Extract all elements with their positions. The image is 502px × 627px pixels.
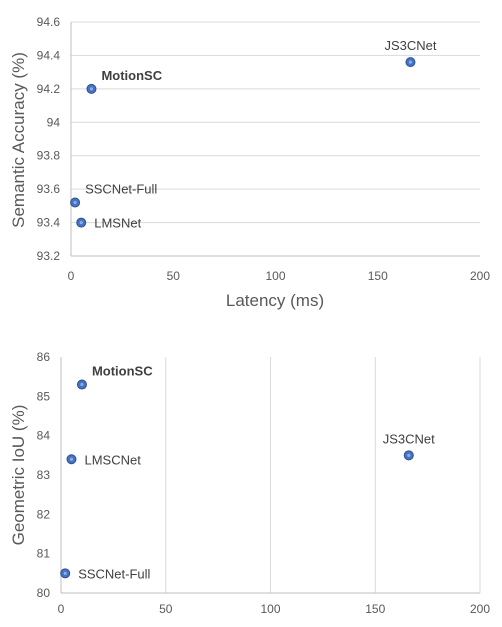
x-tick-label: 50	[167, 269, 181, 283]
data-point-highlight	[73, 200, 77, 205]
y-tick-label: 81	[37, 547, 51, 561]
y-tick-label: 83	[37, 468, 51, 482]
y-axis-title: Semantic Accuracy (%)	[9, 52, 28, 228]
x-tick-label: 0	[58, 602, 65, 616]
point-label: MotionSC	[92, 364, 153, 379]
point-label: JS3CNet	[384, 38, 436, 53]
data-point-highlight	[80, 382, 84, 387]
point-label: JS3CNet	[383, 431, 435, 446]
y-tick-label: 93.4	[37, 216, 61, 230]
y-tick-label: 93.8	[37, 149, 61, 163]
y-tick-label: 93.6	[37, 182, 61, 196]
y-tick-label: 80	[37, 586, 51, 600]
point-label: SSCNet-Full	[78, 566, 150, 581]
y-tick-label: 82	[37, 507, 51, 521]
y-axis-title: Geometric IoU (%)	[9, 405, 28, 546]
x-tick-label: 200	[470, 602, 490, 616]
x-tick-label: 50	[159, 602, 173, 616]
y-tick-label: 94.6	[37, 15, 61, 29]
point-label: MotionSC	[101, 68, 162, 83]
data-point-highlight	[407, 453, 411, 457]
y-tick-label: 94.4	[37, 48, 61, 62]
data-point-highlight	[408, 60, 413, 64]
x-tick-label: 100	[260, 602, 280, 616]
x-axis-title: Latency (ms)	[226, 291, 324, 310]
data-point-highlight	[63, 571, 67, 575]
y-tick-label: 93.2	[37, 249, 61, 263]
point-label: LMSCNet	[84, 452, 141, 467]
y-tick-label: 86	[37, 350, 51, 364]
point-label: LMSNet	[94, 216, 141, 231]
x-tick-label: 200	[470, 269, 490, 283]
x-tick-label: 150	[365, 602, 385, 616]
y-tick-label: 94.2	[37, 82, 61, 96]
x-tick-label: 100	[265, 269, 285, 283]
y-tick-label: 94	[47, 115, 61, 129]
data-point-highlight	[79, 220, 83, 225]
y-tick-label: 85	[37, 389, 51, 403]
chart-semantic-accuracy: 0 50 100 150 200 93.2 93.4 93.6 93.8 94 94.2 94.4 94…	[9, 15, 490, 310]
x-tick-label: 150	[368, 269, 388, 283]
x-tick-label: 0	[68, 269, 75, 283]
data-point-highlight	[69, 457, 74, 461]
chart-geometric-iou: 0 50 100 150 200 80 81 82 83 84 85 86 MotionSC JS3CN…	[9, 350, 490, 616]
y-tick-label: 84	[37, 429, 51, 443]
data-point-highlight	[89, 87, 94, 91]
point-label: SSCNet-Full	[85, 182, 157, 197]
